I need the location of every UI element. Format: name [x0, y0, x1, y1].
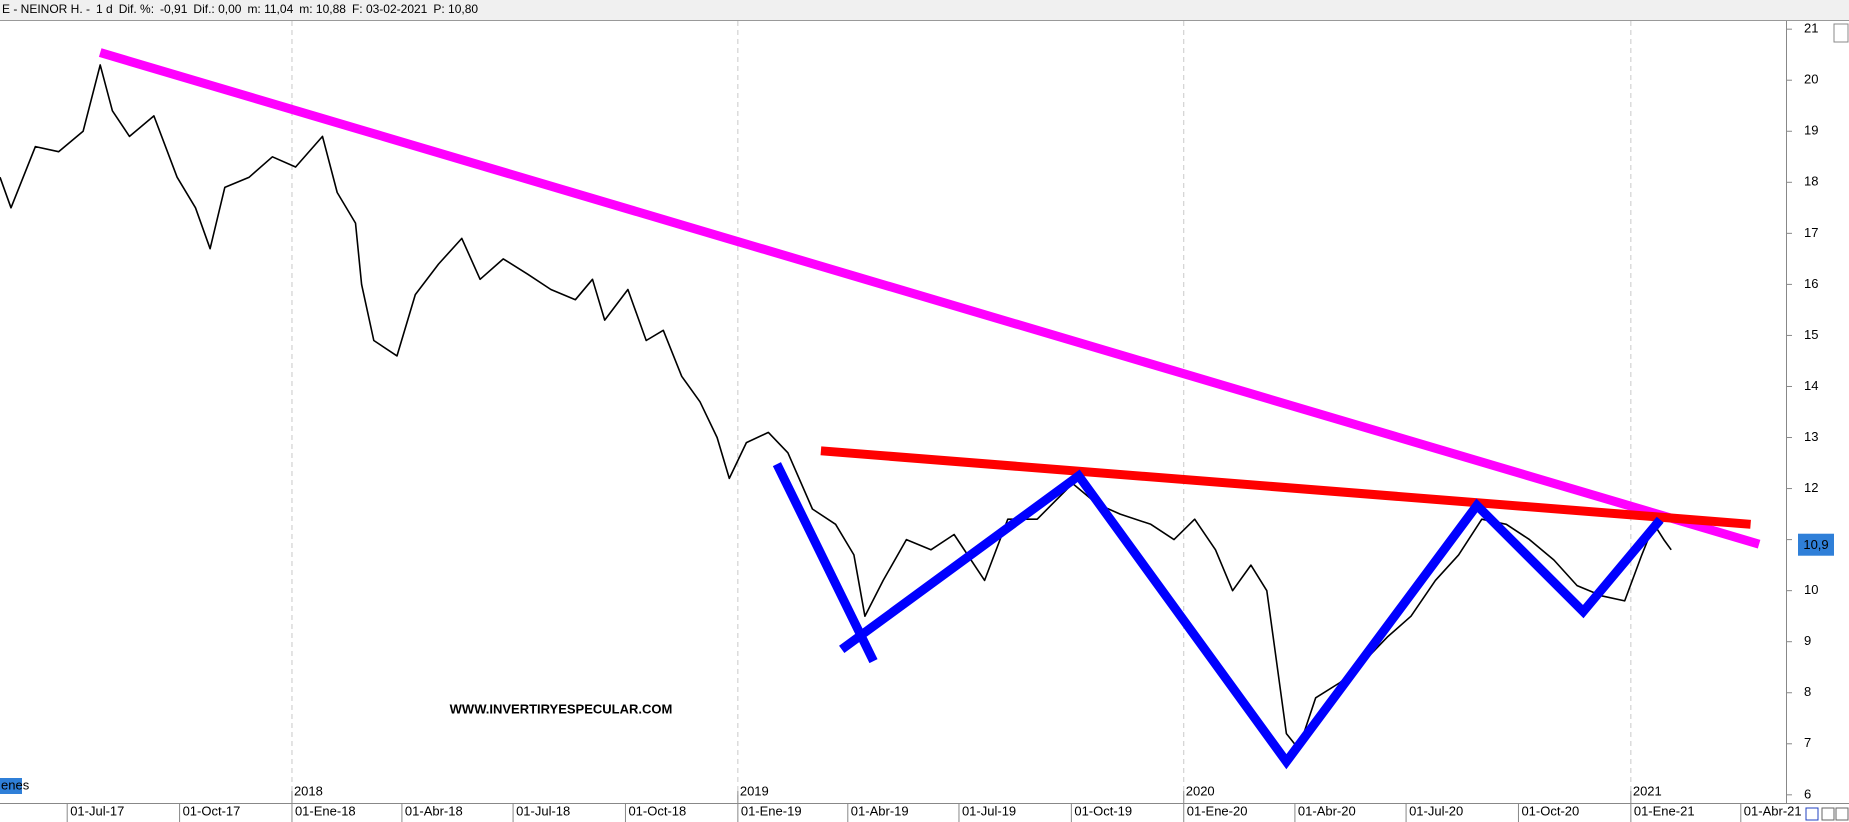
y-tick-label: 9 [1804, 633, 1811, 648]
x-tick-label: 01-Oct-20 [1521, 803, 1579, 818]
y-tick-label: 7 [1804, 735, 1811, 750]
y-tick-label: 19 [1804, 123, 1818, 138]
header: E - NEINOR H. - 1 d Dif. %: -0,91 Dif.: 0,00… [2, 2, 478, 16]
y-tick-label: 14 [1804, 378, 1818, 393]
x-tick-label: 01-Abr-21 [1744, 803, 1802, 818]
y-tick-label: 20 [1804, 72, 1818, 87]
y-tick-label: 18 [1804, 174, 1818, 189]
y-tick-label: 16 [1804, 276, 1818, 291]
y-tick-label: 17 [1804, 225, 1818, 240]
x-tick-label: 01-Ene-19 [741, 803, 802, 818]
y-tick-label: 12 [1804, 480, 1818, 495]
icon [1821, 807, 1835, 821]
header-item: m: 11,04 [247, 2, 293, 16]
x-tick-label: 01-Ene-21 [1634, 803, 1695, 818]
icon [1805, 807, 1819, 821]
corner-box [1833, 23, 1849, 43]
header-item: Dif. %: [119, 2, 154, 16]
year-label: 2020 [1186, 783, 1215, 798]
x-tick-label: 01-Oct-17 [183, 803, 241, 818]
x-tick-label: 01-Jul-18 [516, 803, 570, 818]
trend-line [839, 469, 1664, 770]
x-tick-label: 01-Jul-19 [962, 803, 1016, 818]
x-tick-label: 01-Abr-20 [1298, 803, 1356, 818]
last-price-label: 10,9 [1803, 537, 1828, 552]
y-tick-label: 13 [1804, 429, 1818, 444]
header-bar [0, 0, 1849, 20]
trend-line [820, 446, 1751, 529]
year-label: 2021 [1633, 783, 1662, 798]
header-item: 1 d [96, 2, 113, 16]
x-tick-label: 01-Abr-19 [851, 803, 909, 818]
y-tick-label: 6 [1804, 786, 1811, 801]
header-item: P: 10,80 [433, 2, 478, 16]
x-tick-label: 01-Abr-18 [405, 803, 463, 818]
header-item: m: 10,88 [299, 2, 346, 16]
header-item: -0,91 [160, 2, 188, 16]
y-tick-label: 21 [1804, 21, 1818, 36]
header-item: Dif.: 0,00 [193, 2, 241, 16]
year-label: 2018 [294, 783, 323, 798]
header-item: E - NEINOR H. - [2, 2, 90, 16]
watermark: WWW.INVERTIRYESPECULAR.COM [450, 701, 673, 716]
x-tick-label: 01-Oct-18 [628, 803, 686, 818]
x-tick-label: 01-Jul-17 [70, 803, 124, 818]
x-tick-label: 01-Oct-19 [1074, 803, 1132, 818]
panel-label-box [0, 778, 22, 794]
y-tick-label: 8 [1804, 684, 1811, 699]
y-tick-label: 15 [1804, 327, 1818, 342]
trend-line [772, 462, 878, 664]
price-line [0, 64, 1672, 750]
year-label: 2019 [740, 783, 769, 798]
last-price-box [1798, 533, 1834, 556]
icon [1835, 807, 1849, 821]
x-tick-label: 01-Jul-20 [1409, 803, 1463, 818]
x-tick-label: 01-Ene-18 [295, 803, 356, 818]
trend-line [98, 48, 1761, 549]
y-tick-label: 10 [1804, 582, 1818, 597]
panel-label: enes [1, 777, 30, 792]
x-tick-label: 01-Ene-20 [1187, 803, 1248, 818]
header-item: F: 03-02-2021 [352, 2, 428, 16]
